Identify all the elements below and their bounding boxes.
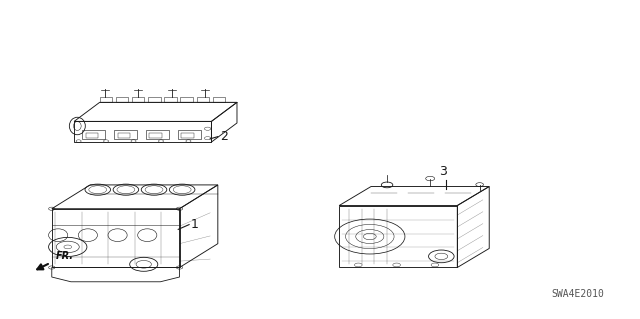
Text: SWA4E2010: SWA4E2010 <box>551 289 604 299</box>
Bar <box>146 130 169 139</box>
Bar <box>82 130 105 139</box>
Bar <box>118 133 130 138</box>
Bar <box>86 133 99 138</box>
Text: 3: 3 <box>439 165 447 178</box>
Bar <box>181 133 194 138</box>
Text: 2: 2 <box>220 130 228 143</box>
Bar <box>177 130 200 139</box>
Bar <box>114 130 137 139</box>
Bar <box>150 133 162 138</box>
Text: FR.: FR. <box>56 251 74 261</box>
Text: 1: 1 <box>191 218 199 231</box>
